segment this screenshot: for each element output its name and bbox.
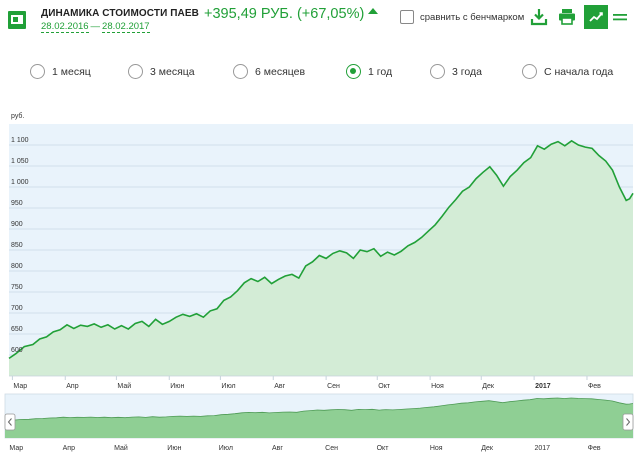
printer-icon (559, 9, 575, 25)
benchmark-checkbox[interactable] (400, 10, 414, 24)
x-axis: Мар Апр Май Июн Июл Авг Сен Окт Ноя Дек 2017 Фев (9, 375, 633, 390)
download-icon (530, 9, 548, 26)
x-tick-label: Июл (221, 383, 235, 390)
date-to[interactable]: 28.02.2017 (102, 21, 150, 33)
y-tick-label: 950 (11, 200, 23, 207)
period-radio[interactable] (128, 64, 143, 79)
benchmark-label: сравнить с бенчмарком (420, 11, 525, 23)
series-area (9, 140, 633, 376)
page-title: ДИНАМИКА СТОИМОСТИ ПАЕВ (41, 8, 199, 19)
period-label: 3 месяца (150, 65, 195, 78)
menu-lines-icon (613, 14, 627, 21)
navigator-tick-label: Апр (63, 445, 75, 452)
period-label: 1 месяц (52, 65, 91, 78)
navigator-tick-label: Сен (325, 445, 338, 452)
period-label: 3 года (452, 65, 482, 78)
x-tick-label: Апр (66, 383, 78, 390)
period-radio[interactable] (233, 64, 248, 79)
period-label: 1 год (368, 65, 393, 78)
series-line[interactable] (8, 139, 634, 360)
download-button[interactable] (527, 5, 551, 29)
period-radio[interactable] (430, 64, 445, 79)
y-tick-label: 750 (11, 284, 23, 291)
line-chart-icon (589, 12, 603, 22)
y-tick-label: 650 (11, 326, 23, 333)
y-tick-label: 1 000 (11, 179, 29, 186)
y-axis: 600 650 700 750 800 850 900 950 1 000 1 050 1 100 (11, 137, 29, 354)
y-tick-label: 800 (11, 263, 23, 270)
navigator-tick-label: Ноя (430, 445, 443, 452)
period-radio[interactable] (30, 64, 45, 79)
y-tick-label: 1 050 (11, 158, 29, 165)
navigator-tick-label: Июн (167, 445, 181, 452)
period-6-months[interactable]: 6 месяцев (233, 64, 305, 79)
navigator-tick-label: Май (114, 444, 128, 452)
chevron-left-icon (7, 418, 12, 426)
navigator-area (5, 398, 633, 438)
chevron-right-icon (626, 418, 631, 426)
period-selector: 1 месяц 3 месяца 6 месяцев 1 год 3 года … (0, 64, 640, 86)
navigator-right-handle[interactable] (622, 413, 634, 431)
x-tick-label: Окт (378, 383, 391, 390)
navigator-tick-label: Дек (481, 445, 494, 452)
x-tick-label: Сен (327, 383, 340, 390)
x-tick-label: 2017 (535, 383, 551, 390)
period-3-months[interactable]: 3 месяца (128, 64, 195, 79)
period-label: 6 месяцев (255, 65, 306, 78)
period-1-year[interactable]: 1 год (346, 64, 392, 79)
y-tick-label: 600 (11, 347, 23, 354)
value-change: +395,49 РУБ. (+67,05%) (204, 6, 365, 22)
table-view-button[interactable] (608, 5, 632, 29)
x-tick-label: Ноя (431, 383, 444, 390)
date-range[interactable]: 28.02.2016—28.02.2017 (41, 21, 150, 33)
navigator-tick-label: Окт (377, 445, 390, 452)
period-radio-selected[interactable] (346, 64, 361, 79)
navigator-x-axis: Мар Апр Май Июн Июл Авг Сен Окт Ноя Дек 2017 Фев (9, 444, 600, 452)
period-label: С начала года (544, 65, 614, 78)
date-separator: — (90, 21, 101, 32)
navigator-tick-label: Мар (9, 445, 23, 452)
navigator-tick-label: 2017 (534, 445, 550, 452)
date-from[interactable]: 28.02.2016 (41, 21, 89, 33)
chart-view-button[interactable] (584, 5, 608, 29)
y-tick-label: 900 (11, 221, 23, 228)
y-axis-label: руб. (11, 112, 24, 120)
range-navigator[interactable]: Мар Апр Май Июн Июл Авг Сен Окт Ноя Дек 2017 Фев (0, 392, 640, 452)
navigator-tick-label: Авг (272, 445, 283, 452)
navigator-tick-label: Фев (588, 445, 601, 452)
y-tick-label: 1 100 (11, 137, 29, 144)
y-tick-label: 700 (11, 305, 23, 312)
benchmark-toggle[interactable]: сравнить с бенчмарком (400, 10, 524, 24)
x-tick-label: Дек (482, 383, 495, 390)
period-1-month[interactable]: 1 месяц (30, 64, 91, 79)
print-button[interactable] (555, 5, 579, 29)
fund-chart-logo-icon (8, 11, 26, 29)
y-tick-label: 850 (11, 242, 23, 249)
navigator-tick-label: Июл (219, 445, 233, 452)
x-tick-label: Май (117, 382, 131, 390)
x-tick-label: Фев (588, 383, 601, 390)
x-tick-label: Мар (13, 383, 27, 390)
navigator-line (4, 397, 634, 422)
arrow-up-icon (368, 8, 378, 14)
navigator-left-handle[interactable] (4, 413, 16, 431)
period-3-years[interactable]: 3 года (430, 64, 482, 79)
period-radio[interactable] (522, 64, 537, 79)
x-tick-label: Авг (274, 383, 285, 390)
header: ДИНАМИКА СТОИМОСТИ ПАЕВ 28.02.2016—28.02… (0, 0, 640, 40)
period-ytd[interactable]: С начала года (522, 64, 613, 79)
x-tick-label: Июн (170, 383, 184, 390)
